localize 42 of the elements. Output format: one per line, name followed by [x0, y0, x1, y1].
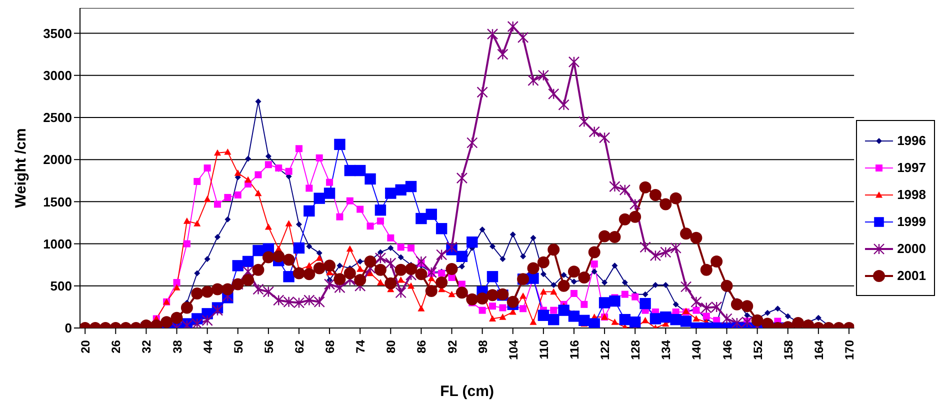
x-tick-label: 128: [628, 340, 643, 360]
x-tick-label: 104: [506, 340, 520, 360]
x-tick-label: 38: [170, 340, 184, 354]
x-tick-label: 170: [842, 340, 857, 360]
x-tick-label: 116: [568, 340, 582, 360]
y-tick-label: 500: [50, 278, 72, 294]
x-tick-label: 158: [781, 340, 796, 360]
x-tick-label: 32: [140, 340, 154, 354]
x-tick-label: 92: [445, 340, 460, 354]
x-tick-label: 68: [323, 340, 338, 354]
x-tick-label: 152: [750, 340, 765, 360]
x-tick-label: 80: [384, 340, 398, 354]
x-tick-label: 50: [231, 340, 246, 354]
y-tick-label: 3000: [43, 68, 72, 83]
x-tick-label: 164: [812, 340, 826, 360]
x-tick-label: 110: [536, 340, 551, 360]
x-tick-label: 74: [354, 340, 368, 354]
x-tick-label: 140: [690, 340, 704, 360]
legend-label: 1998: [897, 187, 926, 202]
x-tick-label: 26: [109, 340, 124, 354]
y-tick-label: 2000: [43, 152, 72, 168]
x-tick-label: 86: [414, 340, 429, 354]
x-axis-title: FL (cm): [440, 383, 494, 400]
y-tick-label: 1000: [43, 236, 72, 252]
legend-label: 2000: [897, 241, 926, 256]
x-tick-label: 98: [476, 340, 490, 354]
y-tick-label: 3500: [43, 26, 72, 41]
x-tick-label: 56: [262, 340, 276, 354]
x-tick-label: 134: [659, 340, 674, 360]
x-tick-label: 146: [720, 340, 734, 360]
legend-label: 1999: [897, 214, 926, 229]
y-tick-label: 1500: [43, 194, 72, 210]
legend-label: 2001: [897, 268, 926, 283]
x-tick-label: 122: [598, 340, 612, 360]
y-axis-title: Weight /cm: [12, 128, 30, 208]
legend-label: 1996: [897, 133, 926, 148]
y-tick-label: 2500: [43, 110, 72, 126]
x-tick-label: 20: [78, 340, 93, 354]
y-tick-label: 0: [64, 320, 72, 336]
x-tick-label: 62: [292, 340, 307, 354]
x-tick-label: 44: [200, 340, 215, 354]
legend-label: 1997: [897, 160, 926, 175]
